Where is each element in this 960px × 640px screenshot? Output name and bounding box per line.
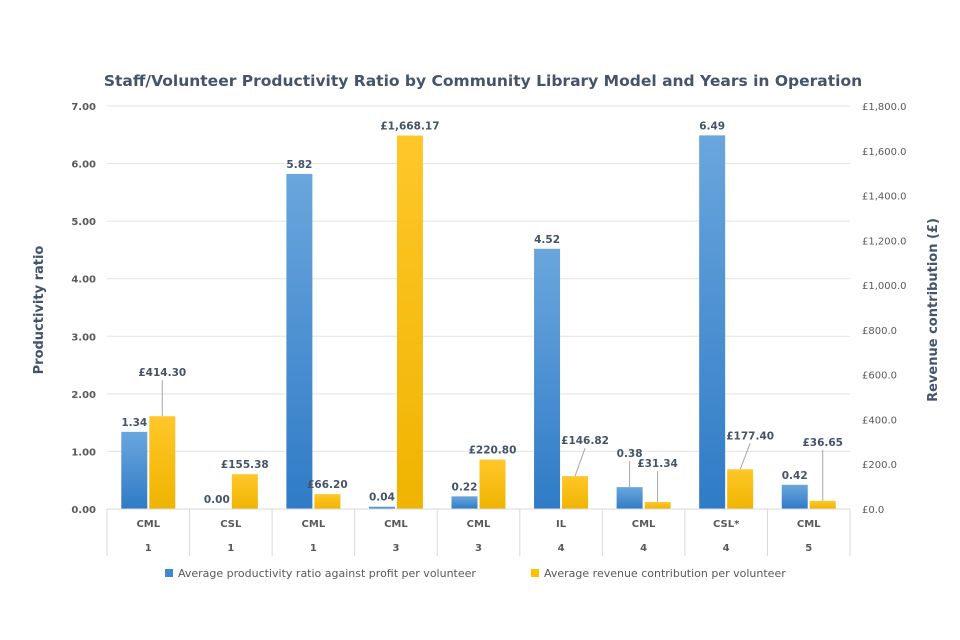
bar-revenue [149, 416, 176, 509]
bar-revenue [809, 500, 836, 509]
legend: Average productivity ratio against profi… [165, 567, 786, 580]
x-tick-model: IL [556, 519, 567, 530]
y2-tick-label: £1,600.0 [862, 147, 907, 158]
x-tick-model: CML [136, 519, 160, 530]
y-tick-label: 1.00 [71, 447, 96, 458]
data-label-revenue: £1,668.17 [380, 121, 439, 133]
bar-productivity [121, 431, 148, 509]
data-label-productivity: 0.42 [782, 470, 808, 482]
leader-line [739, 443, 751, 470]
y2-tick-label: £1,400.0 [862, 192, 907, 203]
data-label-revenue: £155.38 [221, 459, 269, 471]
data-label-productivity: 0.00 [204, 494, 230, 506]
x-tick-years: 4 [558, 543, 565, 554]
x-tick-model: CSL* [713, 519, 740, 530]
data-label-revenue: £414.30 [138, 367, 186, 379]
bar-revenue [314, 494, 341, 509]
data-label-productivity: 6.49 [699, 120, 725, 132]
data-label-revenue: £36.65 [802, 437, 843, 449]
x-tick-years: 1 [310, 543, 317, 554]
y2-tick-label: £400.0 [862, 415, 897, 426]
x-tick-model: CML [632, 519, 656, 530]
x-tick-years: 1 [227, 543, 234, 554]
x-tick-model: CSL [220, 519, 242, 530]
y2-tick-label: £1,000.0 [862, 281, 907, 292]
bar-productivity [368, 506, 395, 509]
data-label-revenue: £31.34 [637, 458, 678, 470]
legend-swatch-productivity [165, 569, 173, 577]
x-tick-years: 3 [392, 543, 399, 554]
y-tick-label: 0.00 [71, 505, 96, 516]
data-label-productivity: 1.34 [121, 417, 147, 429]
x-tick-years: 4 [723, 543, 730, 554]
y-tick-label: 7.00 [71, 102, 96, 113]
data-label-productivity: 5.82 [286, 159, 312, 171]
y2-tick-label: £1,200.0 [862, 236, 907, 247]
bar-productivity [699, 135, 726, 509]
bar-productivity [286, 173, 313, 510]
bar-revenue [479, 459, 506, 509]
y-tick-label: 5.00 [71, 217, 96, 228]
y-tick-label: 6.00 [71, 160, 96, 171]
y-axis-left: 0.00 1.00 2.00 3.00 4.00 5.00 6.00 7.00 [71, 102, 96, 516]
bar-revenue [644, 501, 671, 509]
data-label-productivity: 0.04 [369, 492, 395, 504]
y2-tick-label: £1,800.0 [862, 102, 907, 113]
x-tick-years: 5 [805, 543, 812, 554]
data-label-productivity: 0.22 [452, 481, 478, 493]
x-tick-model: CML [384, 519, 408, 530]
bar-productivity [781, 484, 808, 509]
x-tick-years: 4 [640, 543, 647, 554]
gridlines [107, 105, 850, 510]
y2-tick-label: £600.0 [862, 371, 897, 382]
bar-revenue [231, 474, 258, 509]
leader-line [574, 447, 586, 477]
data-label-revenue: £177.40 [726, 430, 774, 442]
legend-label-revenue: Average revenue contribution per volunte… [544, 567, 786, 580]
y-tick-label: 3.00 [71, 332, 96, 343]
data-label-revenue: £220.80 [469, 445, 517, 457]
y-axis-label: Productivity ratio [32, 246, 47, 375]
data-label-productivity: 4.52 [534, 234, 560, 246]
bar-revenue [727, 469, 754, 509]
bar-productivity [534, 248, 561, 509]
bars [121, 135, 836, 510]
data-labels: 1.34 £414.30 0.00 £155.38 5.82 £66.20 0.04 £1,6… [121, 120, 843, 506]
data-label-productivity: 0.38 [617, 448, 643, 460]
y2-tick-label: £200.0 [862, 460, 897, 471]
bar-revenue [396, 135, 423, 510]
chart-title: Staff/Volunteer Productivity Ratio by Co… [104, 72, 862, 90]
x-tick-years: 3 [475, 543, 482, 554]
data-label-revenue: £146.82 [561, 435, 609, 447]
y2-tick-label: £0.0 [862, 505, 884, 516]
bar-productivity [451, 496, 478, 509]
bar-productivity [616, 487, 643, 509]
y-axis-right: £0.0 £200.0 £400.0 £600.0 £800.0 £1,000.0 £1,2… [862, 102, 907, 516]
y-tick-label: 4.00 [71, 275, 96, 286]
data-label-revenue: £66.20 [307, 479, 348, 491]
legend-swatch-revenue [531, 569, 539, 577]
x-tick-years: 1 [145, 543, 152, 554]
y2-tick-label: £800.0 [862, 326, 897, 337]
x-axis: CML 1 CSL 1 CML 1 CML 3 CML 3 IL 4 CML 4 CSL* 4 CML 5 [106, 508, 851, 556]
x-tick-model: CML [467, 519, 491, 530]
x-tick-model: CML [797, 519, 821, 530]
legend-label-productivity: Average productivity ratio against profi… [178, 567, 476, 580]
y2-axis-label: Revenue contribution (£) [926, 218, 941, 402]
x-tick-model: CML [302, 519, 326, 530]
bar-revenue [562, 476, 589, 509]
y-tick-label: 2.00 [71, 390, 96, 401]
